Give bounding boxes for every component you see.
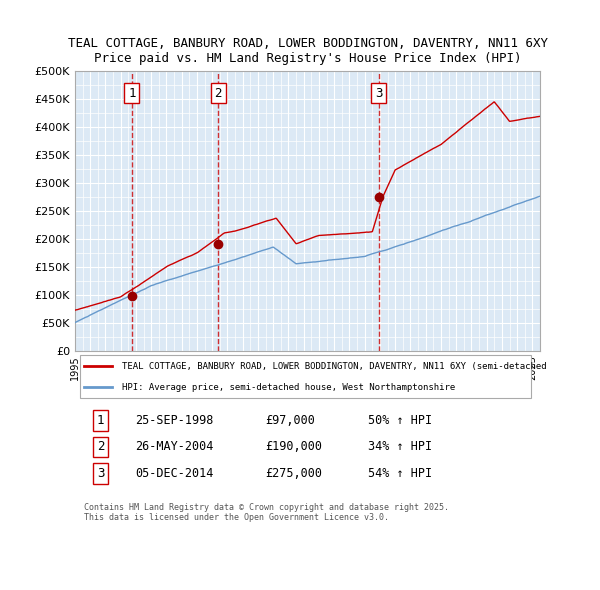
Text: £97,000: £97,000	[266, 414, 316, 427]
Text: TEAL COTTAGE, BANBURY ROAD, LOWER BODDINGTON, DAVENTRY, NN11 6XY (semi-detached: TEAL COTTAGE, BANBURY ROAD, LOWER BODDIN…	[121, 362, 546, 371]
Text: Contains HM Land Registry data © Crown copyright and database right 2025.
This d: Contains HM Land Registry data © Crown c…	[84, 503, 449, 522]
Text: 54% ↑ HPI: 54% ↑ HPI	[368, 467, 432, 480]
Text: 50% ↑ HPI: 50% ↑ HPI	[368, 414, 432, 427]
Text: £275,000: £275,000	[266, 467, 323, 480]
Text: 05-DEC-2014: 05-DEC-2014	[136, 467, 214, 480]
Text: 2: 2	[97, 440, 104, 454]
Text: 3: 3	[97, 467, 104, 480]
FancyBboxPatch shape	[80, 355, 531, 398]
Text: 25-SEP-1998: 25-SEP-1998	[136, 414, 214, 427]
Text: 2: 2	[215, 87, 222, 100]
Title: TEAL COTTAGE, BANBURY ROAD, LOWER BODDINGTON, DAVENTRY, NN11 6XY
Price paid vs. : TEAL COTTAGE, BANBURY ROAD, LOWER BODDIN…	[67, 38, 548, 65]
Text: 34% ↑ HPI: 34% ↑ HPI	[368, 440, 432, 454]
Text: 26-MAY-2004: 26-MAY-2004	[136, 440, 214, 454]
Text: 1: 1	[128, 87, 136, 100]
Text: 3: 3	[375, 87, 382, 100]
Text: £190,000: £190,000	[266, 440, 323, 454]
Text: 1: 1	[97, 414, 104, 427]
Text: HPI: Average price, semi-detached house, West Northamptonshire: HPI: Average price, semi-detached house,…	[121, 383, 455, 392]
